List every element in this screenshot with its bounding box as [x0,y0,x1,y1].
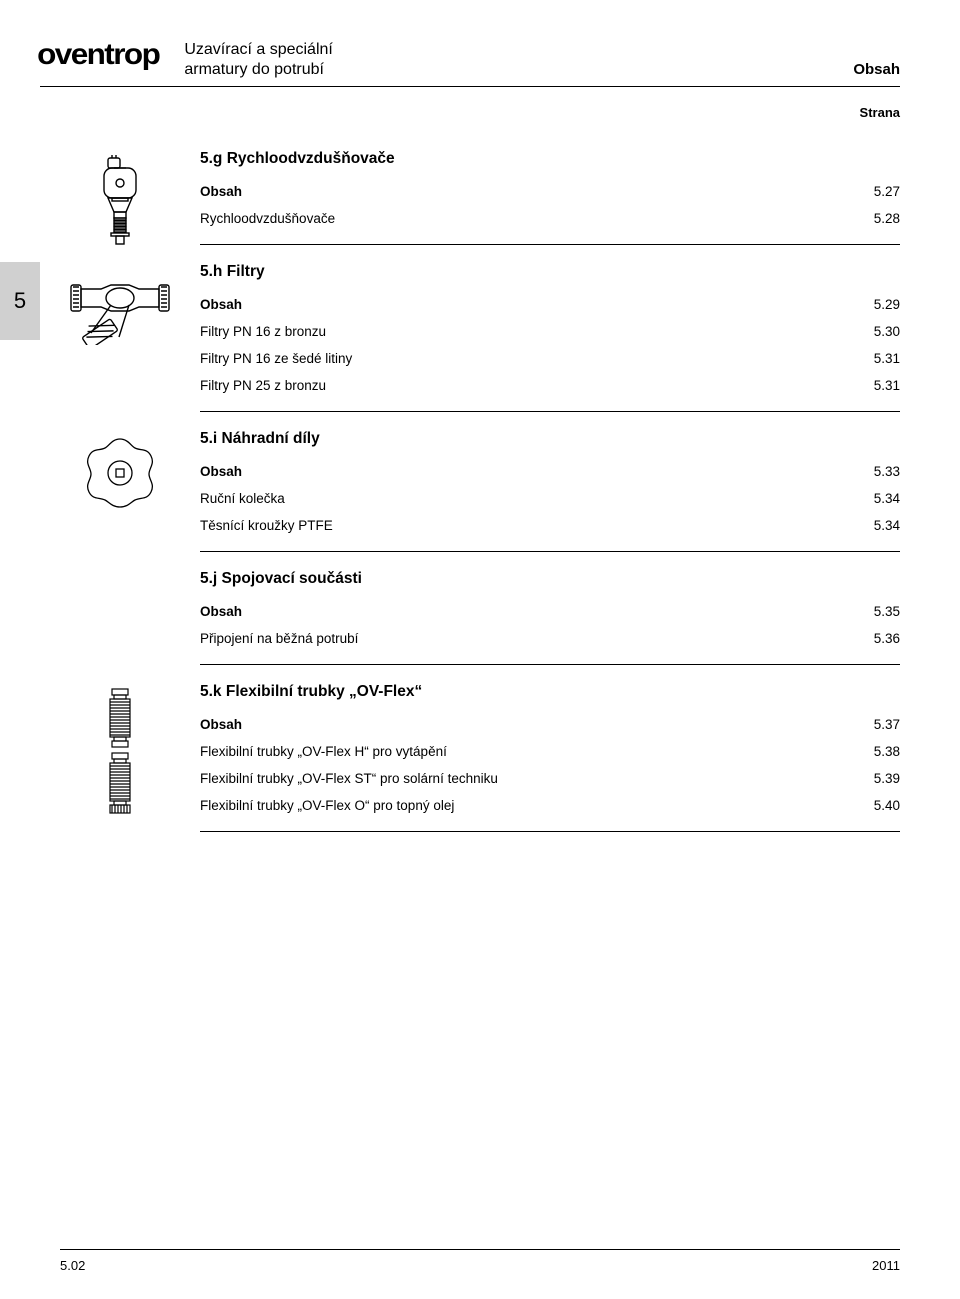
toc-line: Rychloodvzdušňovače 5.28 [200,211,900,226]
section-icon-cell [40,263,200,345]
section-row: 5.j Spojovací součásti Obsah 5.35 Připoj… [40,570,900,673]
toc-page: 5.31 [854,378,900,393]
toc-line: Ruční kolečka 5.34 [200,491,900,506]
page-column-label: Strana [40,105,900,120]
section-title: 5.h Filtry [200,263,900,281]
section-body: 5.k Flexibilní trubky „OV-Flex“ Obsah 5.… [200,683,900,832]
page-footer: 5.02 2011 [60,1249,900,1273]
toc-label: Obsah [200,464,242,479]
toc-label: Flexibilní trubky „OV-Flex ST“ pro solár… [200,771,498,786]
toc-page: 5.30 [854,324,900,339]
section-icon-cell [40,570,200,574]
page-header: oventrop Uzavírací a speciální armatury … [40,40,900,87]
toc-page: 5.27 [854,184,900,199]
toc-line: Filtry PN 16 z bronzu 5.30 [200,324,900,339]
chapter-tab: 5 [0,262,40,340]
footer-page-number: 5.02 [60,1258,85,1273]
toc-line: Obsah 5.29 [200,297,900,312]
toc-line: Obsah 5.35 [200,604,900,619]
footer-year: 2011 [872,1258,900,1273]
toc-line: Flexibilní trubky „OV-Flex ST“ pro solár… [200,771,900,786]
section-row: 5.i Náhradní díly Obsah 5.33 Ruční koleč… [40,430,900,560]
toc-line: Připojení na běžná potrubí 5.36 [200,631,900,646]
toc-line: Těsnící kroužky PTFE 5.34 [200,518,900,533]
section-icon-cell [40,683,200,815]
toc-page: 5.28 [854,211,900,226]
toc-page: 5.36 [854,631,900,646]
section-body: 5.i Náhradní díly Obsah 5.33 Ruční koleč… [200,430,900,552]
toc-page: 5.37 [854,717,900,732]
toc-line: Obsah 5.33 [200,464,900,479]
toc-page: 5.33 [854,464,900,479]
toc-line: Filtry PN 25 z bronzu 5.31 [200,378,900,393]
toc-line: Obsah 5.27 [200,184,900,199]
header-subtitle: Uzavírací a speciální armatury do potrub… [184,40,853,80]
toc-page: 5.40 [854,798,900,813]
header-right-label: Obsah [853,61,900,80]
toc-label: Flexibilní trubky „OV-Flex O“ pro topný … [200,798,454,813]
section-title: 5.k Flexibilní trubky „OV-Flex“ [200,683,900,701]
brand-logo: oventrop [37,40,159,70]
subtitle-line-1: Uzavírací a speciální [184,41,333,58]
toc-line: Flexibilní trubky „OV-Flex H“ pro vytápě… [200,744,900,759]
section-icon-cell [40,150,200,246]
toc-label: Obsah [200,184,242,199]
toc-page: 5.29 [854,297,900,312]
section-body: 5.g Rychloodvzdušňovače Obsah 5.27 Rychl… [200,150,900,245]
toc-label: Obsah [200,604,242,619]
toc-line: Flexibilní trubky „OV-Flex O“ pro topný … [200,798,900,813]
section-icon-cell [40,430,200,508]
toc-label: Filtry PN 25 z bronzu [200,378,326,393]
section-title: 5.g Rychloodvzdušňovače [200,150,900,168]
toc-label: Ruční kolečka [200,491,285,506]
toc-label: Filtry PN 16 z bronzu [200,324,326,339]
toc-label: Rychloodvzdušňovače [200,211,335,226]
air-vent-icon [94,154,146,246]
toc-page: 5.34 [854,518,900,533]
section-title: 5.i Náhradní díly [200,430,900,448]
chapter-number: 5 [14,288,26,314]
toc-page: 5.31 [854,351,900,366]
toc-label: Flexibilní trubky „OV-Flex H“ pro vytápě… [200,744,447,759]
flex-tube-icon [100,687,140,815]
toc-page: 5.34 [854,491,900,506]
toc-label: Obsah [200,717,242,732]
toc-page: 5.39 [854,771,900,786]
toc-page: 5.35 [854,604,900,619]
handwheel-icon [83,434,157,508]
toc-line: Obsah 5.37 [200,717,900,732]
toc-label: Těsnící kroužky PTFE [200,518,333,533]
toc-label: Obsah [200,297,242,312]
strainer-icon [65,267,175,345]
toc-label: Filtry PN 16 ze šedé litiny [200,351,352,366]
section-body: 5.h Filtry Obsah 5.29 Filtry PN 16 z bro… [200,263,900,412]
section-row: 5.h Filtry Obsah 5.29 Filtry PN 16 z bro… [40,263,900,420]
toc-page: 5.38 [854,744,900,759]
section-title: 5.j Spojovací součásti [200,570,900,588]
section-row: 5.g Rychloodvzdušňovače Obsah 5.27 Rychl… [40,150,900,253]
section-row: 5.k Flexibilní trubky „OV-Flex“ Obsah 5.… [40,683,900,840]
section-body: 5.j Spojovací součásti Obsah 5.35 Připoj… [200,570,900,665]
toc-line: Filtry PN 16 ze šedé litiny 5.31 [200,351,900,366]
subtitle-line-2: armatury do potrubí [184,61,324,78]
toc-label: Připojení na běžná potrubí [200,631,358,646]
